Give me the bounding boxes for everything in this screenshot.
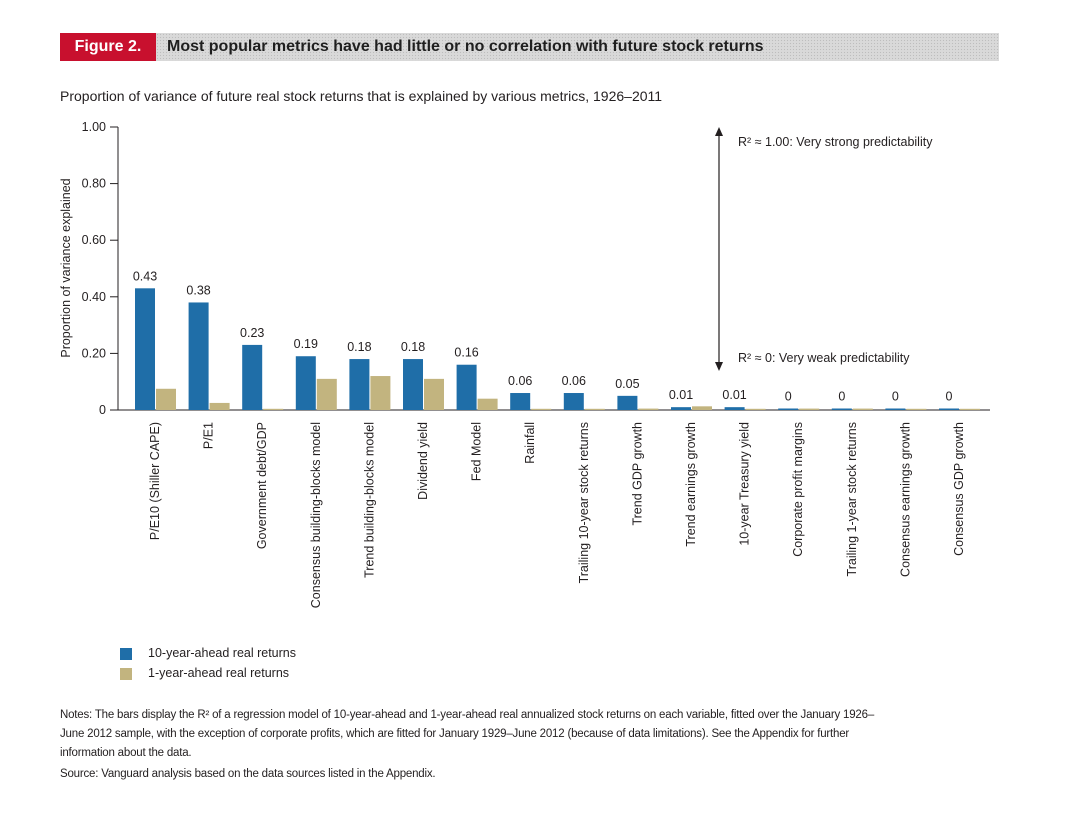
category-label: Corporate profit margins (791, 422, 805, 557)
bar-1-year (960, 408, 980, 410)
category-label: Fed Model (470, 422, 484, 481)
category-label: Consensus building-blocks model (309, 422, 323, 608)
data-label: 0.18 (401, 340, 425, 354)
category-label: 10-year Treasury yield (738, 422, 752, 546)
category-label: Trend building-blocks model (362, 422, 376, 578)
arrow-head-down (715, 362, 723, 371)
category-label: Trend earnings growth (684, 422, 698, 547)
bar-1-year (370, 376, 391, 410)
annotation-strong: R² ≈ 1.00: Very strong predictability (738, 135, 933, 149)
y-tick-label: 0.80 (82, 177, 106, 191)
y-tick-label: 0 (99, 403, 106, 417)
category-label: Dividend yield (416, 422, 430, 500)
bar-1-year (477, 398, 498, 410)
chart-notes: Notes: The bars display the R² of a regr… (60, 709, 875, 759)
chart-labels: 0.43 P/E10 (Shiller CAPE) 0.38 P/E1 0.23 Gove… (133, 269, 966, 608)
data-label: 0 (785, 390, 792, 404)
y-tick-label: 0.60 (82, 233, 106, 247)
bar-10-year (617, 395, 638, 410)
bar-10-year (242, 344, 263, 410)
bar-1-year (263, 408, 284, 410)
legend-swatch-10-year (120, 647, 132, 660)
figure-header: Figure 2. Most popular metrics have had … (60, 33, 999, 61)
data-label: 0.38 (186, 283, 210, 297)
bar-1-year (906, 408, 927, 410)
category-label: Trailing 10-year stock returns (577, 422, 591, 583)
bar-10-year (778, 408, 799, 410)
bar-10-year (295, 356, 316, 410)
y-tick-label: 1.00 (82, 120, 106, 134)
category-label: Rainfall (523, 422, 537, 464)
chart-source: Source: Vanguard analysis based on the d… (60, 768, 436, 780)
data-label: 0.18 (347, 340, 371, 354)
figure-title: Most popular metrics have had little or … (167, 38, 764, 55)
y-tick-label: 0.40 (82, 290, 106, 304)
bar-1-year (638, 408, 659, 410)
bar-10-year (349, 359, 370, 410)
bar-10-year (885, 408, 906, 410)
bar-10-year (403, 359, 423, 410)
data-label: 0.01 (722, 388, 746, 402)
bar-1-year (424, 378, 444, 410)
category-label: Consensus GDP growth (952, 422, 966, 556)
bar-1-year (584, 408, 605, 410)
legend-label-10-year: 10-year-ahead real returns (148, 646, 296, 660)
annotation-weak: R² ≈ 0: Very weak predictability (738, 351, 910, 365)
chart-axes: 0 0.20 0.40 0.60 0.80 1.00 Proportion of varia… (59, 120, 990, 417)
bar-10-year (135, 288, 155, 410)
y-tick-label: 0.20 (82, 346, 106, 360)
bar-chart: 0 0.20 0.40 0.60 0.80 1.00 Proportion of varia… (59, 120, 990, 608)
data-label: 0.16 (454, 346, 478, 360)
category-label: Government debt/GDP (255, 422, 269, 549)
data-label: 0 (946, 390, 953, 404)
bar-1-year (156, 388, 176, 410)
data-label: 0 (892, 390, 899, 404)
bar-10-year (724, 407, 745, 410)
y-axis-title: Proportion of variance explained (59, 178, 73, 357)
category-label: Trend GDP growth (630, 422, 644, 526)
category-label: Trailing 1-year stock returns (845, 422, 859, 576)
bar-10-year (456, 364, 477, 410)
bar-1-year (852, 408, 873, 410)
category-label: P/E10 (Shiller CAPE) (148, 422, 162, 540)
bar-10-year (831, 408, 852, 410)
legend-item-10-year: 10-year-ahead real returns (120, 646, 296, 660)
bar-10-year (671, 407, 691, 410)
bar-10-year (188, 302, 209, 410)
bar-10-year (939, 408, 959, 410)
legend-item-1-year: 1-year-ahead real returns (120, 666, 289, 680)
data-label: 0.05 (615, 377, 639, 391)
data-label: 0.19 (294, 337, 318, 351)
figure-number-tag: Figure 2. (60, 33, 156, 61)
bar-1-year (531, 408, 552, 410)
bar-1-year (316, 378, 337, 410)
arrow-head-up (715, 127, 723, 136)
data-label: 0.23 (240, 326, 264, 340)
legend-swatch-1-year (120, 667, 132, 680)
category-label: Consensus earnings growth (898, 422, 912, 577)
legend-label-1-year: 1-year-ahead real returns (148, 666, 290, 680)
data-label: 0.43 (133, 269, 157, 283)
bar-1-year (209, 402, 230, 410)
data-label: 0.06 (508, 374, 532, 388)
bar-10-year (563, 393, 584, 410)
data-label: 0 (838, 390, 845, 404)
chart-bars (135, 288, 980, 410)
chart-annotations: R² ≈ 1.00: Very strong predictability R² … (715, 127, 933, 371)
bar-1-year (745, 408, 766, 410)
data-label: 0.01 (669, 388, 693, 402)
bar-10-year (510, 393, 531, 410)
bar-1-year (799, 408, 820, 410)
data-label: 0.06 (562, 374, 586, 388)
category-label: P/E1 (202, 422, 216, 449)
bar-1-year (692, 406, 712, 410)
chart-title: Proportion of variance of future real st… (60, 88, 663, 104)
